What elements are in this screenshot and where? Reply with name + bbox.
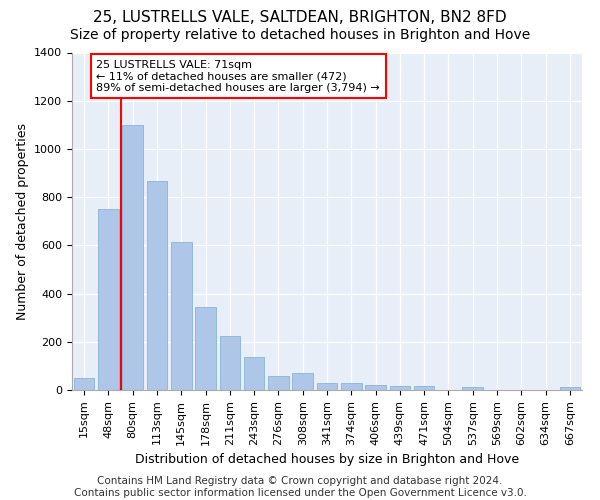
Text: Contains HM Land Registry data © Crown copyright and database right 2024.
Contai: Contains HM Land Registry data © Crown c…	[74, 476, 526, 498]
Bar	[171, 242, 191, 390]
Text: 25 LUSTRELLS VALE: 71sqm
← 11% of detached houses are smaller (472)
89% of semi-: 25 LUSTRELLS VALE: 71sqm ← 11% of detach…	[96, 60, 380, 93]
Bar	[414, 386, 434, 390]
Bar	[463, 387, 483, 390]
Bar	[292, 373, 313, 390]
Bar	[122, 125, 143, 390]
Bar	[365, 384, 386, 390]
Bar	[560, 387, 580, 390]
Bar	[195, 307, 216, 390]
Bar	[317, 383, 337, 390]
X-axis label: Distribution of detached houses by size in Brighton and Hove: Distribution of detached houses by size …	[135, 453, 519, 466]
Bar	[389, 386, 410, 390]
Bar	[244, 358, 265, 390]
Bar	[146, 182, 167, 390]
Text: Size of property relative to detached houses in Brighton and Hove: Size of property relative to detached ho…	[70, 28, 530, 42]
Bar	[220, 336, 240, 390]
Y-axis label: Number of detached properties: Number of detached properties	[16, 122, 29, 320]
Text: 25, LUSTRELLS VALE, SALTDEAN, BRIGHTON, BN2 8FD: 25, LUSTRELLS VALE, SALTDEAN, BRIGHTON, …	[93, 10, 507, 25]
Bar	[74, 378, 94, 390]
Bar	[341, 383, 362, 390]
Bar	[98, 209, 119, 390]
Bar	[268, 376, 289, 390]
